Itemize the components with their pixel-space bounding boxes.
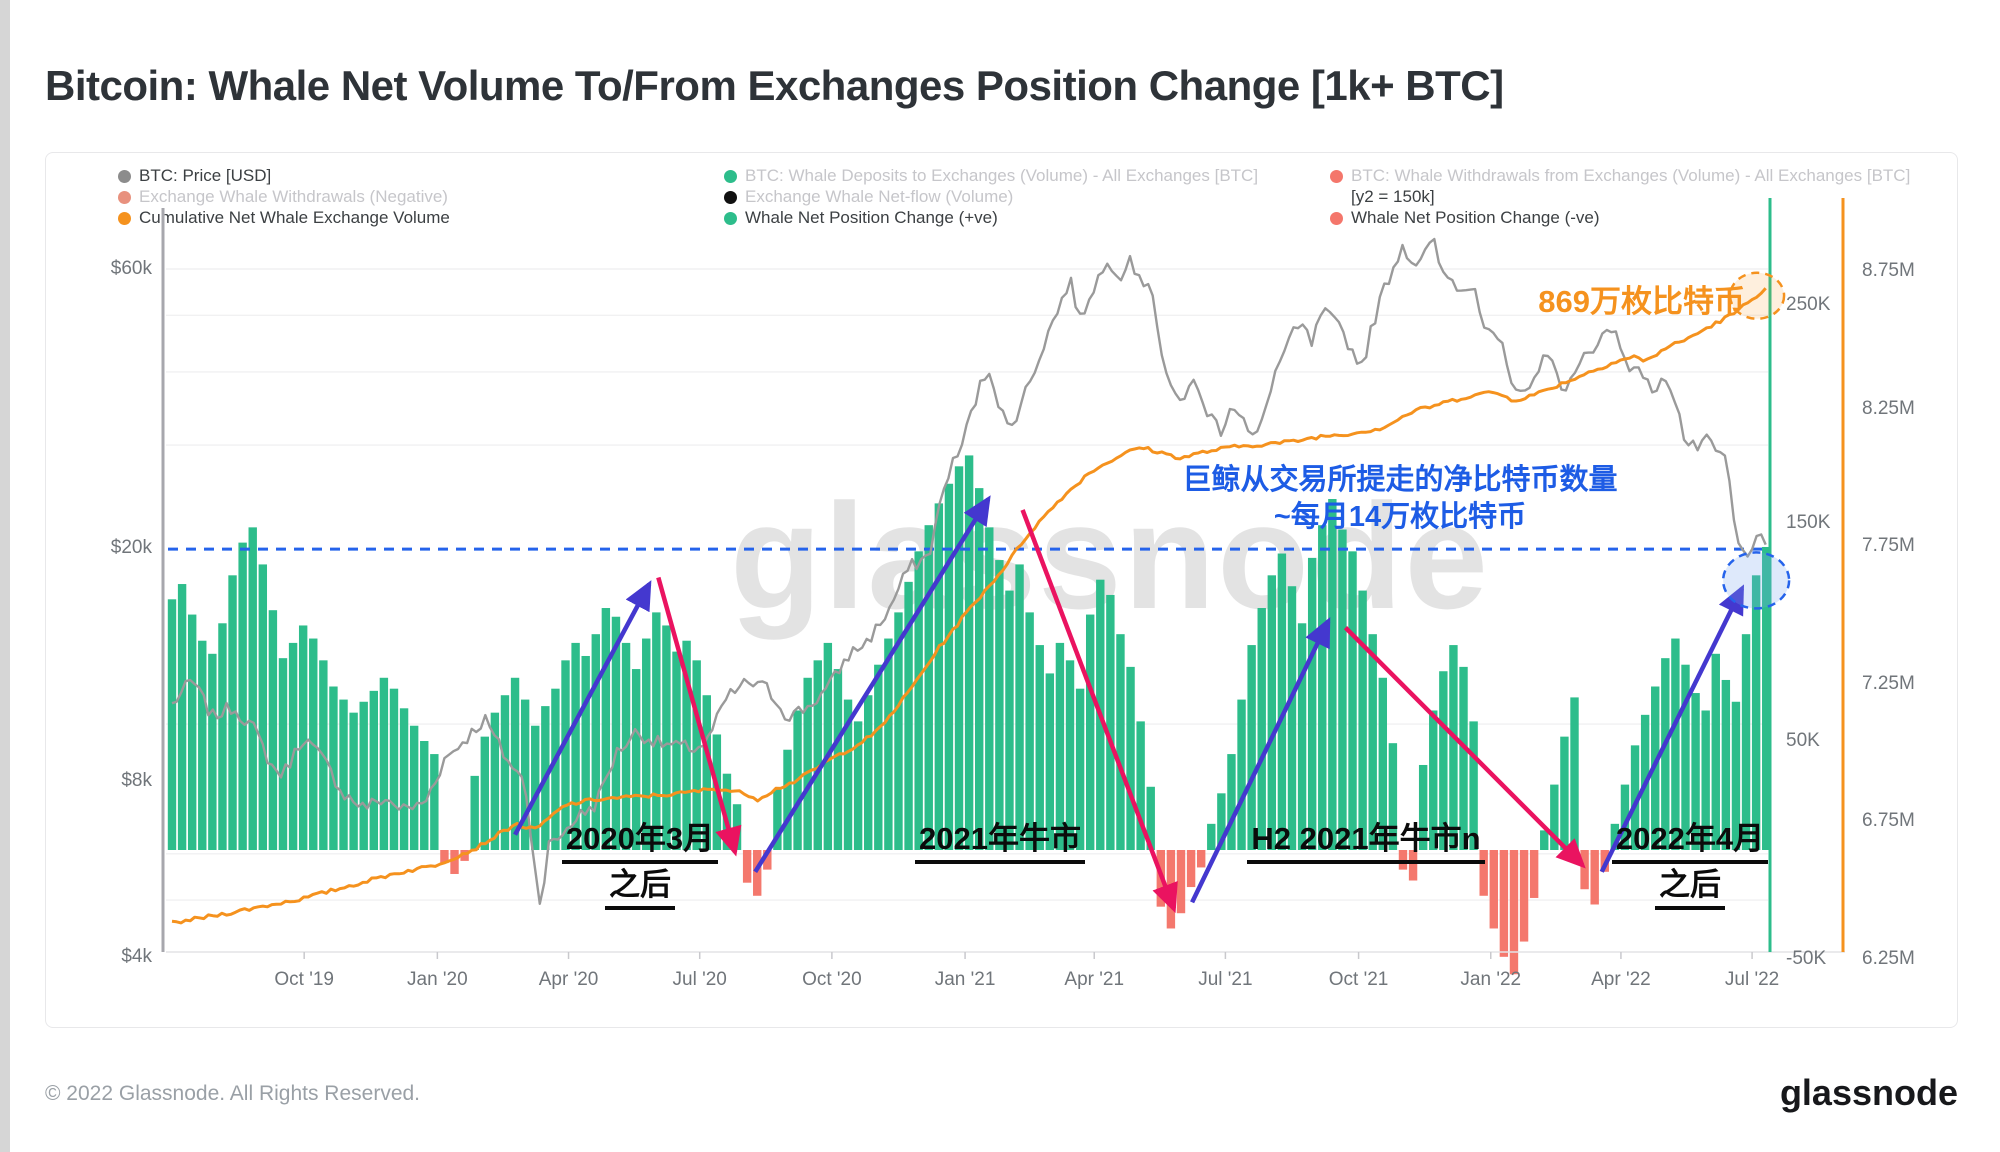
x-axis-tick: Oct '19 bbox=[274, 969, 334, 990]
annotation-withdrawal-rate: 巨鲸从交易所提走的净比特币数量 ~每月14万枚比特币 bbox=[1140, 462, 1660, 536]
x-axis-tick: Apr '20 bbox=[538, 969, 599, 990]
y3-axis-tick: 7.75M bbox=[1862, 535, 1915, 557]
legend-dot-green bbox=[724, 169, 737, 183]
legend-label: BTC: Whale Withdrawals from Exchanges (V… bbox=[1351, 166, 1911, 185]
x-axis-tick: Jul '20 bbox=[672, 969, 727, 990]
annotation-event-march-2020: 2020年3月 之后 bbox=[490, 818, 790, 910]
y2-axis-tick: -50K bbox=[1786, 948, 1827, 969]
legend-label: Exchange Whale Withdrawals (Negative) bbox=[139, 187, 448, 206]
legend-label: Cumulative Net Whale Exchange Volume bbox=[139, 208, 450, 227]
legend-dot-orange bbox=[118, 211, 131, 225]
legend-item-net-position-positive[interactable]: Whale Net Position Change (+ve) bbox=[724, 208, 998, 228]
y3-axis-tick: 7.25M bbox=[1862, 672, 1915, 694]
legend-dot-black bbox=[724, 190, 737, 204]
legend-item-exchange-whale-withdrawals[interactable]: Exchange Whale Withdrawals (Negative) bbox=[118, 187, 448, 207]
x-axis-tick: Apr '21 bbox=[1064, 969, 1125, 990]
axis-lines bbox=[161, 198, 1845, 959]
annotation-withdrawal-line1: 巨鲸从交易所提走的净比特币数量 bbox=[1182, 464, 1618, 496]
x-axis-tick: Jan '22 bbox=[1460, 969, 1522, 990]
legend-label: Exchange Whale Net-flow (Volume) bbox=[745, 187, 1014, 206]
glassnode-logo: glassnode bbox=[1779, 1072, 1958, 1113]
annotation-event-2021-bull: 2021年牛市 bbox=[845, 818, 1155, 864]
annotation-withdrawal-line2: ~每月14万枚比特币 bbox=[1273, 501, 1527, 533]
left-edge-strip bbox=[0, 0, 10, 1152]
annotation-marks bbox=[513, 271, 1791, 914]
legend-item-net-position-negative[interactable]: Whale Net Position Change (-ve) bbox=[1330, 208, 1600, 228]
x-axis-tick: Jan '21 bbox=[934, 969, 996, 990]
y2-axis-tick: 250K bbox=[1786, 294, 1831, 315]
legend-dot-red bbox=[1330, 169, 1343, 183]
y3-axis-tick: 8.75M bbox=[1862, 260, 1915, 281]
annotation-event-h2-2021-bull: H2 2021年牛市n bbox=[1166, 818, 1566, 864]
y-axis-price-tick: $60k bbox=[110, 258, 152, 279]
y-axis-price-tick: $8k bbox=[121, 769, 152, 791]
y3-axis-tick: 6.25M bbox=[1862, 948, 1915, 969]
legend-item-btc-price[interactable]: BTC: Price [USD] bbox=[118, 166, 271, 186]
legend-item-whale-deposits[interactable]: BTC: Whale Deposits to Exchanges (Volume… bbox=[724, 166, 1258, 186]
x-axis-tick: Oct '20 bbox=[802, 969, 862, 990]
legend-item-whale-withdrawals[interactable]: BTC: Whale Withdrawals from Exchanges (V… bbox=[1330, 166, 1910, 186]
y2-axis-tick: 150K bbox=[1786, 512, 1831, 533]
page-title: Bitcoin: Whale Net Volume To/From Exchan… bbox=[45, 62, 1504, 110]
annotation-cumulative-total: 869万枚比特币 bbox=[1538, 284, 1745, 319]
y-axis-price-tick: $4k bbox=[121, 945, 152, 967]
y3-axis-tick: 8.25M bbox=[1862, 397, 1915, 419]
legend-dot-salmon bbox=[118, 190, 131, 204]
legend-item-exchange-whale-netflow[interactable]: Exchange Whale Net-flow (Volume) bbox=[724, 187, 1013, 207]
legend-label: Whale Net Position Change (+ve) bbox=[745, 208, 998, 227]
x-axis-tick: Jul '21 bbox=[1198, 969, 1253, 990]
x-axis-tick: Jul '22 bbox=[1724, 969, 1780, 990]
x-axis-tick: Jan '20 bbox=[407, 969, 468, 990]
y2-axis-tick: 50K bbox=[1786, 730, 1820, 751]
legend-label: Whale Net Position Change (-ve) bbox=[1351, 208, 1600, 227]
annotation-event-april-2022: 2022年4月 之后 bbox=[1540, 818, 1840, 910]
y3-axis-tick: 6.75M bbox=[1862, 810, 1915, 832]
legend-label: BTC: Price [USD] bbox=[139, 166, 272, 185]
x-axis-tick: Apr '22 bbox=[1591, 969, 1651, 990]
y-axis-price-tick: $20k bbox=[110, 537, 152, 559]
legend-dot-gray bbox=[118, 169, 131, 183]
legend-item-cumulative-net-whale-volume[interactable]: Cumulative Net Whale Exchange Volume bbox=[118, 208, 450, 228]
legend-dot-green bbox=[724, 211, 737, 225]
legend-note-y2: [y2 = 150k] bbox=[1351, 187, 1435, 207]
data-lines bbox=[168, 237, 1767, 925]
legend-dot-red bbox=[1330, 211, 1343, 225]
x-axis-tick: Oct '21 bbox=[1328, 969, 1389, 990]
legend-label: BTC: Whale Deposits to Exchanges (Volume… bbox=[745, 166, 1259, 185]
legend-label: [y2 = 150k] bbox=[1351, 187, 1435, 206]
copyright-text: © 2022 Glassnode. All Rights Reserved. bbox=[45, 1082, 421, 1105]
